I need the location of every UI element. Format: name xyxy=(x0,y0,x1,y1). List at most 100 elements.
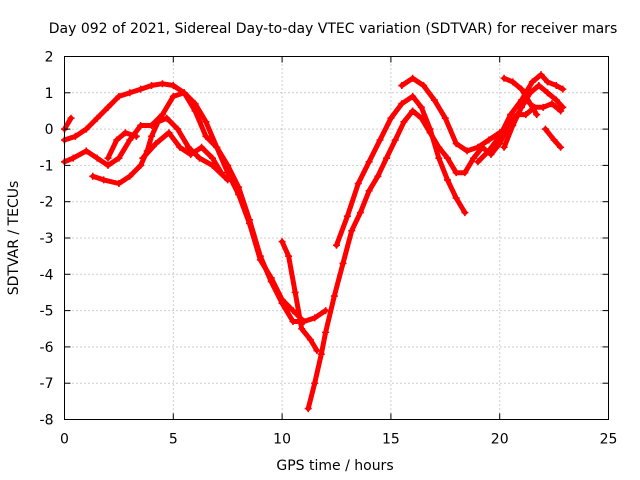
data-point xyxy=(500,74,508,82)
data-point xyxy=(526,89,534,97)
data-point xyxy=(202,118,210,126)
data-point xyxy=(148,82,156,90)
data-point xyxy=(374,172,382,180)
data-point xyxy=(541,125,549,133)
data-point xyxy=(213,143,221,151)
series-trace xyxy=(501,83,566,150)
x-tick-label: 20 xyxy=(491,432,509,448)
data-point xyxy=(69,154,77,162)
x-axis-ticks: 0 5 10 15 20 25 xyxy=(60,56,618,448)
data-point xyxy=(245,219,253,227)
series-track-7 xyxy=(278,238,321,355)
series-trace xyxy=(279,239,320,353)
data-point xyxy=(89,172,97,180)
data-point xyxy=(544,78,552,86)
series-track-9 xyxy=(333,92,469,249)
y-tick-label: 0 xyxy=(45,122,54,138)
series-track-10 xyxy=(398,74,504,155)
data-point xyxy=(517,85,525,93)
data-point xyxy=(126,89,134,97)
data-point xyxy=(217,169,225,177)
data-point xyxy=(400,118,408,126)
data-point xyxy=(311,314,319,322)
data-point xyxy=(528,78,536,86)
data-point xyxy=(132,132,140,140)
series-trace xyxy=(105,130,139,161)
data-point xyxy=(93,154,101,162)
series-trace xyxy=(140,130,224,176)
data-point xyxy=(115,154,123,162)
data-point xyxy=(267,274,275,282)
data-point xyxy=(526,100,534,108)
data-point xyxy=(539,103,547,111)
data-point xyxy=(137,121,145,129)
data-point xyxy=(474,143,482,151)
series-group xyxy=(61,71,567,413)
data-point xyxy=(169,92,177,100)
data-point xyxy=(548,100,556,108)
data-point xyxy=(557,143,565,151)
data-point xyxy=(348,227,356,235)
data-point xyxy=(452,140,460,148)
data-point xyxy=(224,176,232,184)
x-tick-label: 15 xyxy=(382,432,400,448)
data-point xyxy=(443,176,451,184)
data-point xyxy=(313,347,321,355)
data-point xyxy=(420,82,428,90)
series-track-5 xyxy=(104,129,140,162)
data-point xyxy=(550,136,558,144)
data-point xyxy=(278,296,286,304)
series-trace xyxy=(90,115,231,186)
data-point xyxy=(559,85,567,93)
data-point xyxy=(104,161,112,169)
data-point xyxy=(195,154,203,162)
data-point xyxy=(430,96,438,104)
data-point xyxy=(496,132,504,140)
data-point xyxy=(100,176,108,184)
data-point xyxy=(202,132,210,140)
data-point xyxy=(163,114,171,122)
data-point xyxy=(452,194,460,202)
y-tick-label: -1 xyxy=(40,158,54,174)
series-trace xyxy=(542,126,564,150)
data-point xyxy=(463,147,471,155)
data-point xyxy=(517,103,525,111)
data-point xyxy=(137,85,145,93)
data-point xyxy=(330,292,338,300)
data-point xyxy=(306,336,314,344)
y-tick-label: -6 xyxy=(40,340,54,356)
data-point xyxy=(137,161,145,169)
data-point xyxy=(93,114,101,122)
data-point xyxy=(176,143,184,151)
data-point xyxy=(409,92,417,100)
data-point xyxy=(387,114,395,122)
chart-title: Day 092 of 2021, Sidereal Day-to-day VTE… xyxy=(49,21,617,37)
data-point xyxy=(409,74,417,82)
data-point xyxy=(398,82,406,90)
x-tick-label: 25 xyxy=(600,432,618,448)
data-point xyxy=(235,190,243,198)
data-point xyxy=(169,82,177,90)
data-point xyxy=(509,121,517,129)
series-track-11 xyxy=(474,71,567,166)
data-point xyxy=(311,379,319,387)
data-point xyxy=(289,307,297,315)
series-trace xyxy=(62,90,329,324)
series-track-4 xyxy=(139,129,225,177)
data-point xyxy=(470,154,478,162)
data-point xyxy=(82,147,90,155)
data-point xyxy=(398,100,406,108)
data-point xyxy=(417,103,425,111)
data-point xyxy=(256,256,264,264)
data-point xyxy=(552,82,560,90)
y-tick-label: -7 xyxy=(40,376,54,392)
x-axis-label: GPS time / hours xyxy=(276,458,393,474)
y-tick-label: -8 xyxy=(40,413,54,429)
data-point xyxy=(441,114,449,122)
data-point xyxy=(180,89,188,97)
series-track-6 xyxy=(61,114,75,133)
data-point xyxy=(187,151,195,159)
y-axis-ticks: 2 1 0 -1 -2 -3 -4 -5 -6 -7 -8 xyxy=(40,50,609,429)
data-point xyxy=(208,154,216,162)
data-point xyxy=(507,111,515,119)
